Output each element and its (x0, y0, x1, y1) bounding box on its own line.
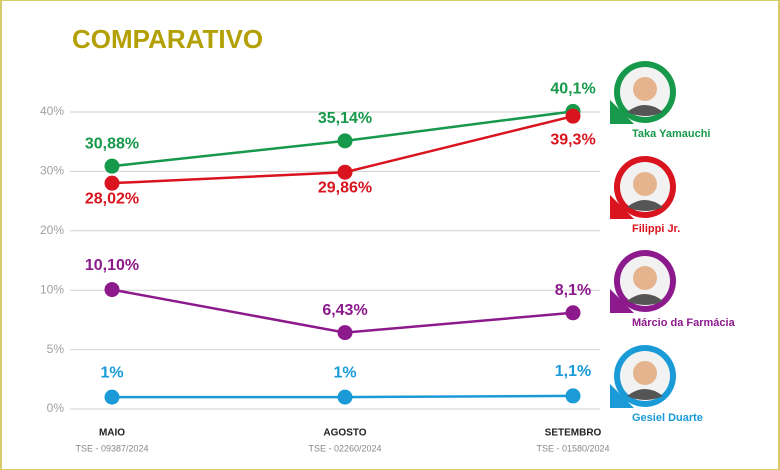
data-label: 1% (100, 364, 123, 381)
x-tick-note: TSE - 01580/2024 (536, 443, 609, 453)
data-label: 1,1% (555, 363, 591, 380)
point (565, 388, 581, 404)
legend-face (633, 172, 657, 196)
point (337, 389, 353, 405)
point (104, 389, 120, 405)
point (565, 305, 581, 321)
legend-label: Márcio da Farmácia (632, 317, 736, 329)
point (104, 175, 120, 191)
data-label: 35,14% (318, 110, 372, 127)
legend-face (633, 77, 657, 101)
legend-body (627, 294, 663, 305)
data-label: 28,02% (85, 190, 139, 207)
point (104, 282, 120, 298)
legend-label: Taka Yamauchi (632, 128, 710, 140)
point (337, 325, 353, 341)
x-tick-note: TSE - 09387/2024 (75, 443, 148, 453)
x-tick-note: TSE - 02260/2024 (308, 443, 381, 453)
y-tick-label: 10% (40, 282, 64, 296)
data-label: 10,10% (85, 257, 139, 274)
point (565, 108, 581, 124)
point (337, 133, 353, 149)
data-label: 40,1% (550, 81, 595, 98)
legend-body (627, 105, 663, 116)
y-tick-label: 20% (40, 223, 64, 237)
y-tick-label: 5% (47, 342, 65, 356)
data-label: 30,88% (85, 135, 139, 152)
point (104, 158, 120, 174)
legend-label: Filippi Jr. (632, 223, 680, 235)
data-label: 1% (333, 364, 356, 381)
legend-body (627, 389, 663, 400)
x-tick-label: MAIO (99, 428, 125, 439)
data-label: 6,43% (322, 302, 367, 319)
point (337, 164, 353, 180)
y-tick-label: 40% (40, 104, 64, 118)
data-label: 8,1% (555, 282, 591, 299)
data-label: 39,3% (550, 131, 595, 148)
legend-face (633, 266, 657, 290)
legend-body (627, 200, 663, 211)
data-label: 29,86% (318, 179, 372, 196)
y-tick-label: 0% (47, 401, 65, 415)
legend-label: Gesiel Duarte (632, 412, 703, 424)
chart-title: COMPARATIVO (72, 24, 263, 54)
x-tick-label: SETEMBRO (545, 428, 602, 439)
x-tick-label: AGOSTO (323, 428, 366, 439)
legend-face (633, 361, 657, 385)
y-tick-label: 30% (40, 164, 64, 178)
